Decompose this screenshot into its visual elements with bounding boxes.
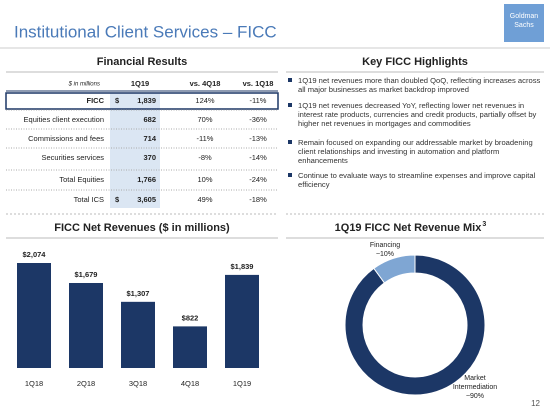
- row-label: FICC: [87, 96, 105, 105]
- value-label: $1,307: [127, 289, 150, 298]
- bar: [225, 274, 259, 368]
- cell-value: 3,605: [137, 195, 156, 204]
- row-label: Commissions and fees: [28, 134, 104, 143]
- section-title: Financial Results: [97, 56, 187, 68]
- cell-change: -8%: [198, 153, 212, 162]
- cell-change: -11%: [250, 96, 267, 105]
- value-label: $822: [182, 313, 199, 322]
- slide-title: Institutional Client Services – FICC: [14, 22, 277, 41]
- row-label: Securities services: [41, 153, 104, 162]
- cell-change: -11%: [197, 134, 214, 143]
- cell-change: 124%: [195, 96, 215, 105]
- currency: $: [115, 96, 120, 105]
- x-tick-label: 2Q18: [77, 379, 95, 388]
- column-header: vs. 4Q18: [190, 79, 221, 88]
- column-header: vs. 1Q18: [243, 79, 274, 88]
- bar: [17, 263, 51, 368]
- bar: [69, 282, 103, 368]
- chart-title: FICC Net Revenues ($ in millions): [54, 222, 230, 234]
- bar: [173, 326, 207, 368]
- cell-change: 49%: [197, 195, 212, 204]
- section-title: Key FICC Highlights: [362, 56, 468, 68]
- cell-value: 1,839: [137, 96, 156, 105]
- column-shade: [110, 93, 160, 208]
- slice-value: ~90%: [466, 393, 484, 400]
- bullet: 1Q19 net revenues more than doubled QoQ,…: [288, 76, 548, 94]
- currency: $: [115, 195, 120, 204]
- cell-value: 1,766: [137, 175, 156, 184]
- donut-slice: [373, 254, 416, 284]
- logo-text: Sachs: [514, 22, 534, 29]
- value-label: $2,074: [23, 250, 47, 259]
- logo-text: Goldman: [510, 13, 539, 20]
- slice-label: Market: [464, 375, 485, 382]
- chart-title: 1Q19 FICC Net Revenue Mix: [335, 222, 483, 234]
- x-tick-label: 1Q18: [25, 379, 43, 388]
- cell-change: -18%: [249, 195, 267, 204]
- cell-change: -24%: [249, 175, 267, 184]
- slice-value: ~10%: [376, 251, 394, 258]
- x-tick-label: 4Q18: [181, 379, 199, 388]
- x-tick-label: 3Q18: [129, 379, 147, 388]
- row-label: Total Equities: [59, 175, 104, 184]
- column-header: $ in millions: [68, 82, 100, 88]
- value-label: $1,679: [75, 270, 98, 279]
- cell-change: 70%: [197, 115, 212, 124]
- donut-slice: [344, 254, 486, 396]
- x-tick-label: 1Q19: [233, 379, 251, 388]
- bullet: 1Q19 net revenues decreased YoY, reflect…: [288, 101, 548, 128]
- bullet: Remain focused on expanding our addressa…: [288, 138, 548, 165]
- cell-value: 682: [143, 115, 156, 124]
- page-number: 12: [531, 399, 540, 408]
- slice-label: Intermediation: [453, 384, 497, 391]
- highlight-box: [5, 92, 279, 110]
- slice-label: Financing: [370, 242, 400, 249]
- cell-value: 714: [143, 134, 156, 143]
- bar: [121, 301, 155, 368]
- cell-change: 10%: [197, 175, 212, 184]
- value-label: $1,839: [231, 262, 254, 271]
- cell-value: 370: [143, 153, 156, 162]
- bullet: Continue to evaluate ways to streamline …: [288, 171, 548, 189]
- row-label: Total ICS: [74, 195, 104, 204]
- column-header: 1Q19: [131, 79, 149, 88]
- logo: [504, 4, 544, 42]
- row-label: Equities client execution: [24, 115, 104, 124]
- cell-change: -36%: [249, 115, 267, 124]
- footnote: 3: [482, 221, 486, 228]
- cell-change: -14%: [249, 153, 267, 162]
- cell-change: -13%: [249, 134, 267, 143]
